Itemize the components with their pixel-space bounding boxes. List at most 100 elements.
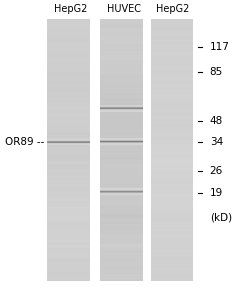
Bar	[151, 215, 193, 216]
Bar	[47, 184, 90, 185]
Bar	[100, 278, 143, 279]
Bar	[151, 240, 193, 241]
Bar	[151, 49, 193, 50]
Bar	[47, 92, 90, 93]
Bar	[100, 118, 143, 119]
Bar	[151, 107, 193, 108]
Bar	[100, 172, 143, 173]
Bar	[47, 247, 90, 248]
Bar	[47, 81, 90, 82]
Bar	[47, 128, 90, 129]
Bar	[47, 143, 90, 144]
Bar	[47, 200, 90, 201]
Bar	[47, 41, 90, 42]
Bar	[100, 245, 143, 247]
Bar	[151, 243, 193, 244]
Bar	[47, 68, 90, 69]
Bar	[100, 130, 143, 131]
Bar	[151, 132, 193, 134]
Bar	[151, 213, 193, 214]
Bar	[47, 217, 90, 218]
Bar	[47, 33, 90, 34]
Bar	[100, 54, 143, 55]
Bar	[47, 24, 90, 26]
Bar	[100, 20, 143, 21]
Bar	[100, 63, 143, 64]
Bar	[100, 23, 143, 24]
Bar	[151, 265, 193, 266]
Bar	[100, 240, 143, 241]
Bar	[47, 48, 90, 49]
Bar	[100, 83, 143, 84]
Bar	[47, 212, 90, 213]
Bar	[47, 235, 90, 236]
Bar	[151, 42, 193, 43]
Bar	[47, 38, 90, 40]
Bar	[47, 267, 90, 268]
Text: (kD): (kD)	[210, 213, 232, 223]
Bar	[100, 214, 143, 215]
Bar	[100, 134, 143, 135]
Bar	[100, 132, 143, 134]
Bar	[47, 176, 90, 177]
Bar	[100, 151, 143, 152]
Bar	[47, 101, 90, 102]
Bar	[47, 246, 90, 247]
Bar	[151, 150, 193, 151]
Bar	[100, 110, 143, 111]
Bar	[100, 256, 143, 257]
Bar	[151, 151, 193, 152]
Bar	[100, 76, 143, 78]
Bar	[151, 250, 193, 252]
Bar	[47, 219, 90, 220]
Bar	[47, 117, 90, 118]
Bar	[100, 230, 143, 231]
Bar	[100, 70, 143, 72]
Bar	[100, 224, 143, 225]
Bar	[100, 71, 143, 73]
Bar	[47, 65, 90, 67]
Bar	[47, 183, 90, 184]
Bar	[151, 64, 193, 65]
Bar	[100, 41, 143, 42]
Bar	[151, 103, 193, 104]
Bar	[100, 201, 143, 202]
Bar	[47, 201, 90, 202]
Bar	[100, 208, 143, 209]
Bar	[151, 245, 193, 247]
Bar	[100, 246, 143, 247]
Bar	[151, 190, 193, 191]
Bar	[100, 170, 143, 171]
Bar	[151, 84, 193, 86]
Bar	[47, 178, 90, 179]
Bar	[100, 178, 143, 179]
Bar	[100, 91, 143, 92]
Bar	[100, 189, 143, 190]
Bar	[100, 179, 143, 180]
Bar	[47, 67, 90, 68]
Bar	[47, 50, 90, 51]
Bar	[100, 28, 143, 29]
Bar	[47, 110, 90, 111]
Bar	[151, 157, 193, 158]
Bar	[151, 40, 193, 41]
Bar	[100, 239, 143, 241]
Bar	[100, 177, 143, 178]
Bar	[100, 156, 143, 157]
Bar	[100, 229, 143, 230]
Bar	[47, 161, 90, 162]
Bar	[151, 236, 193, 237]
Bar	[47, 152, 90, 154]
Bar	[47, 69, 90, 70]
Bar	[151, 130, 193, 132]
Bar	[100, 272, 143, 273]
Bar	[47, 84, 90, 85]
Bar	[100, 103, 143, 104]
Bar	[100, 56, 143, 57]
Bar	[100, 249, 143, 250]
Bar	[151, 218, 193, 219]
Bar	[100, 62, 143, 63]
Bar	[100, 55, 143, 56]
Bar	[151, 28, 193, 29]
Bar	[100, 253, 143, 254]
